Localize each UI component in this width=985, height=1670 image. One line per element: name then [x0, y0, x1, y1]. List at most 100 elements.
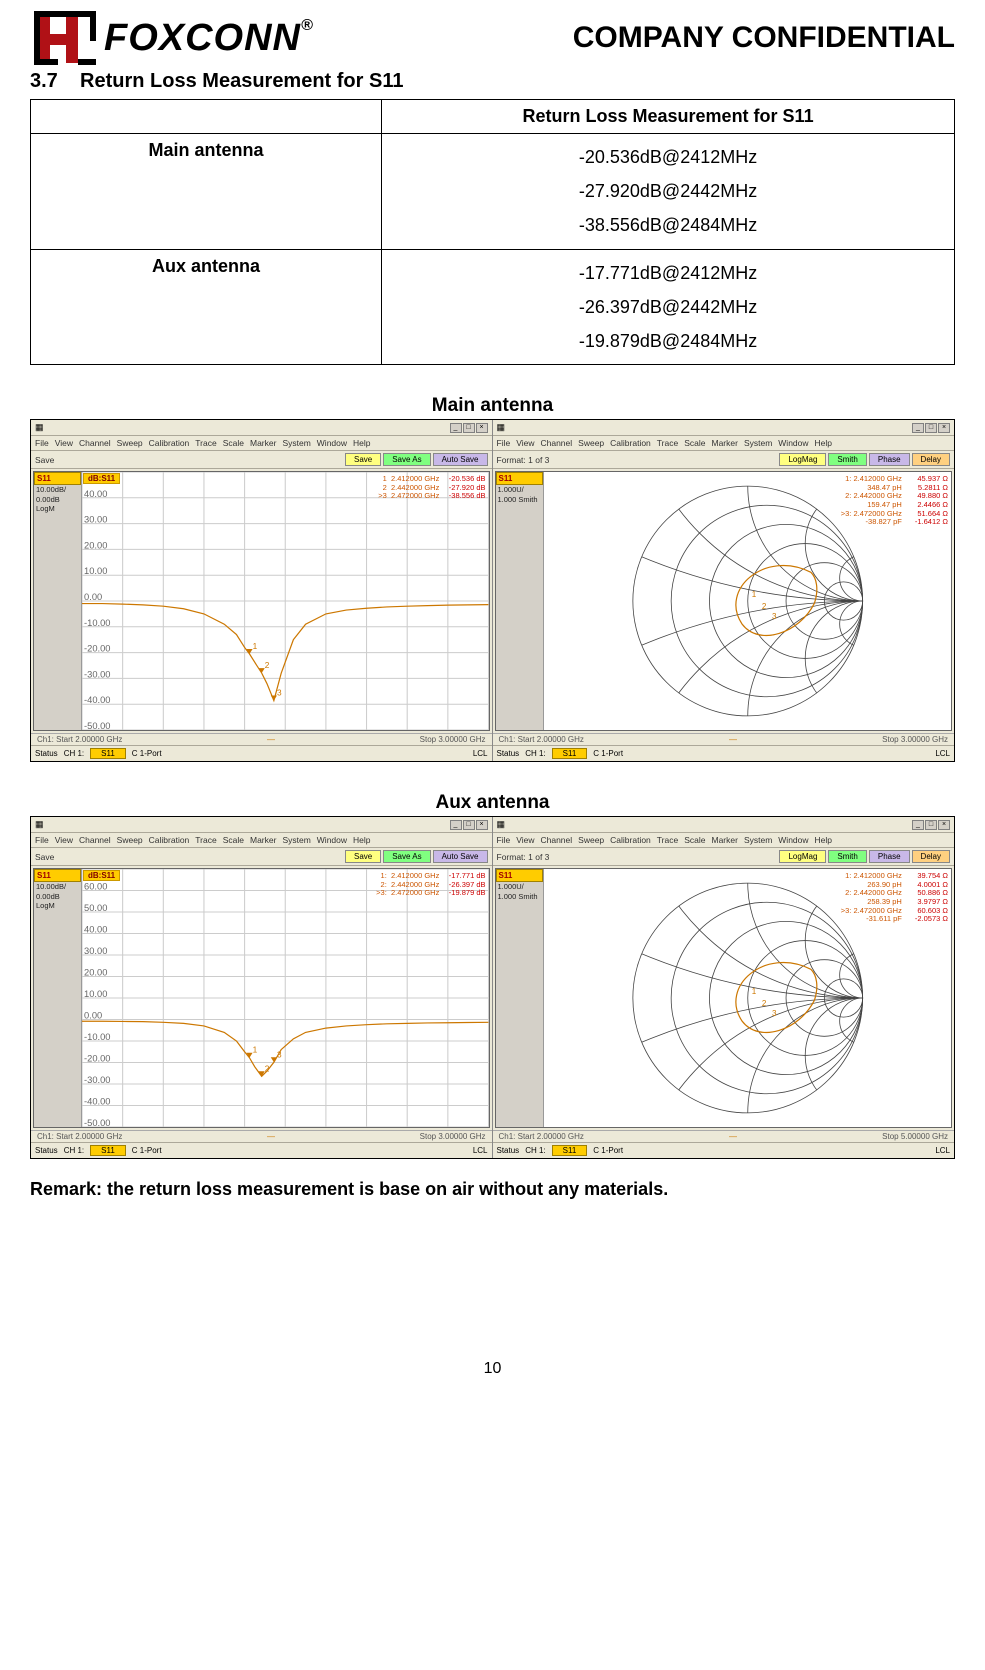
svg-text:0.00: 0.00 — [84, 1011, 102, 1021]
toolbar-format: Format: 1 of 3 LogMag Smith Phase Delay — [493, 451, 955, 469]
minimize-icon[interactable]: _ — [912, 423, 924, 433]
menu-item[interactable]: Help — [815, 438, 832, 448]
menu-item[interactable]: Trace — [657, 835, 678, 845]
svg-text:50.00: 50.00 — [84, 903, 107, 913]
marker-readout: 1: 2.412000 GHz 39.754 Ω 263.90 pH 4.000… — [840, 871, 949, 925]
side-line: 1.000 Smith — [496, 495, 543, 505]
save-as-button[interactable]: Save As — [383, 453, 430, 466]
menu-item[interactable]: Help — [353, 438, 370, 448]
svg-text:40.00: 40.00 — [84, 925, 107, 935]
menu-item[interactable]: Trace — [657, 438, 678, 448]
minimize-icon[interactable]: _ — [912, 820, 924, 830]
value: -20.536dB@2412MHz — [392, 140, 944, 174]
menu-item[interactable]: Calibration — [610, 438, 651, 448]
foxconn-logo-icon — [30, 8, 100, 68]
close-icon[interactable]: × — [476, 820, 488, 830]
menu-item[interactable]: Calibration — [610, 835, 651, 845]
status-bar: Status CH 1: S11 C 1-Port LCL — [493, 1142, 955, 1158]
maximize-icon[interactable]: □ — [925, 423, 937, 433]
logmag-button[interactable]: LogMag — [779, 453, 826, 466]
phase-button[interactable]: Phase — [869, 453, 910, 466]
logmag-button[interactable]: LogMag — [779, 850, 826, 863]
menu-item[interactable]: Sweep — [578, 438, 604, 448]
svg-text:3: 3 — [771, 1009, 776, 1018]
svg-text:1: 1 — [253, 1046, 258, 1055]
menu-item[interactable]: Calibration — [149, 438, 190, 448]
menu-item[interactable]: Marker — [711, 835, 737, 845]
menu-item[interactable]: System — [744, 438, 772, 448]
menu-item[interactable]: Help — [353, 835, 370, 845]
menu-item[interactable]: Marker — [711, 438, 737, 448]
toolbar-label: Format: 1 of 3 — [497, 455, 778, 465]
svg-text:3: 3 — [277, 689, 282, 698]
status-cal: C 1-Port — [593, 749, 623, 758]
menu-item[interactable]: Marker — [250, 835, 276, 845]
maximize-icon[interactable]: □ — [925, 820, 937, 830]
close-icon[interactable]: × — [476, 423, 488, 433]
menu-item[interactable]: File — [497, 835, 511, 845]
save-button[interactable]: Save — [345, 453, 381, 466]
minimize-icon[interactable]: _ — [450, 820, 462, 830]
menu-item[interactable]: System — [282, 835, 310, 845]
svg-text:1: 1 — [751, 987, 756, 996]
delay-button[interactable]: Delay — [912, 453, 950, 466]
menu-item[interactable]: Window — [778, 438, 808, 448]
smith-plot: 1: 2.412000 GHz 45.937 Ω 348.47 pH 5.281… — [544, 472, 952, 730]
menu-item[interactable]: View — [55, 438, 73, 448]
smith-button[interactable]: Smith — [828, 850, 866, 863]
maximize-icon[interactable]: □ — [463, 820, 475, 830]
menu-item[interactable]: View — [516, 438, 534, 448]
menu-item[interactable]: Channel — [79, 438, 111, 448]
auto-save-button[interactable]: Auto Save — [433, 453, 488, 466]
menu-item[interactable]: Channel — [79, 835, 111, 845]
menu-item[interactable]: Window — [317, 438, 347, 448]
menu-item[interactable]: Marker — [250, 438, 276, 448]
vna-logmag-window: ▦ _ □ × FileViewChannelSweepCalibrationT… — [31, 420, 493, 761]
menu-item[interactable]: Scale — [223, 438, 244, 448]
status-trace-tab[interactable]: S11 — [90, 748, 126, 759]
menu-item[interactable]: File — [497, 438, 511, 448]
status-cal: C 1-Port — [132, 1146, 162, 1155]
menu-item[interactable]: Trace — [195, 835, 216, 845]
minimize-icon[interactable]: _ — [450, 423, 462, 433]
close-icon[interactable]: × — [938, 820, 950, 830]
menu-item[interactable]: Scale — [223, 835, 244, 845]
value: -38.556dB@2484MHz — [392, 208, 944, 242]
x-start: Ch1: Start 2.00000 GHz — [37, 1132, 122, 1141]
menu-item[interactable]: Window — [778, 835, 808, 845]
menu-item[interactable]: Scale — [684, 438, 705, 448]
menu-item[interactable]: View — [516, 835, 534, 845]
window-buttons: _ □ × — [450, 820, 488, 830]
toolbar-save: Save Save Save As Auto Save — [31, 848, 492, 866]
save-as-button[interactable]: Save As — [383, 850, 430, 863]
menu-item[interactable]: Sweep — [117, 438, 143, 448]
status-trace-tab[interactable]: S11 — [552, 1145, 588, 1156]
page-header: FOXCONN® COMPANY CONFIDENTIAL — [30, 0, 955, 68]
menu-item[interactable]: File — [35, 438, 49, 448]
menu-item[interactable]: System — [744, 835, 772, 845]
close-icon[interactable]: × — [938, 423, 950, 433]
save-button[interactable]: Save — [345, 850, 381, 863]
phase-button[interactable]: Phase — [869, 850, 910, 863]
menu-item[interactable]: Calibration — [149, 835, 190, 845]
menu-item[interactable]: Trace — [195, 438, 216, 448]
menu-item[interactable]: File — [35, 835, 49, 845]
menu-item[interactable]: Channel — [540, 835, 572, 845]
menu-item[interactable]: Help — [815, 835, 832, 845]
delay-button[interactable]: Delay — [912, 850, 950, 863]
maximize-icon[interactable]: □ — [463, 423, 475, 433]
status-trace-tab[interactable]: S11 — [552, 748, 588, 759]
status-trace-tab[interactable]: S11 — [90, 1145, 126, 1156]
svg-text:-30.00: -30.00 — [84, 1075, 110, 1085]
menu-item[interactable]: Sweep — [117, 835, 143, 845]
trace-tag: S11 — [496, 869, 543, 882]
x-stop: Stop 3.00000 GHz — [882, 735, 948, 744]
menu-item[interactable]: System — [282, 438, 310, 448]
smith-button[interactable]: Smith — [828, 453, 866, 466]
menu-item[interactable]: Sweep — [578, 835, 604, 845]
menu-item[interactable]: Window — [317, 835, 347, 845]
auto-save-button[interactable]: Auto Save — [433, 850, 488, 863]
menu-item[interactable]: View — [55, 835, 73, 845]
menu-item[interactable]: Scale — [684, 835, 705, 845]
menu-item[interactable]: Channel — [540, 438, 572, 448]
